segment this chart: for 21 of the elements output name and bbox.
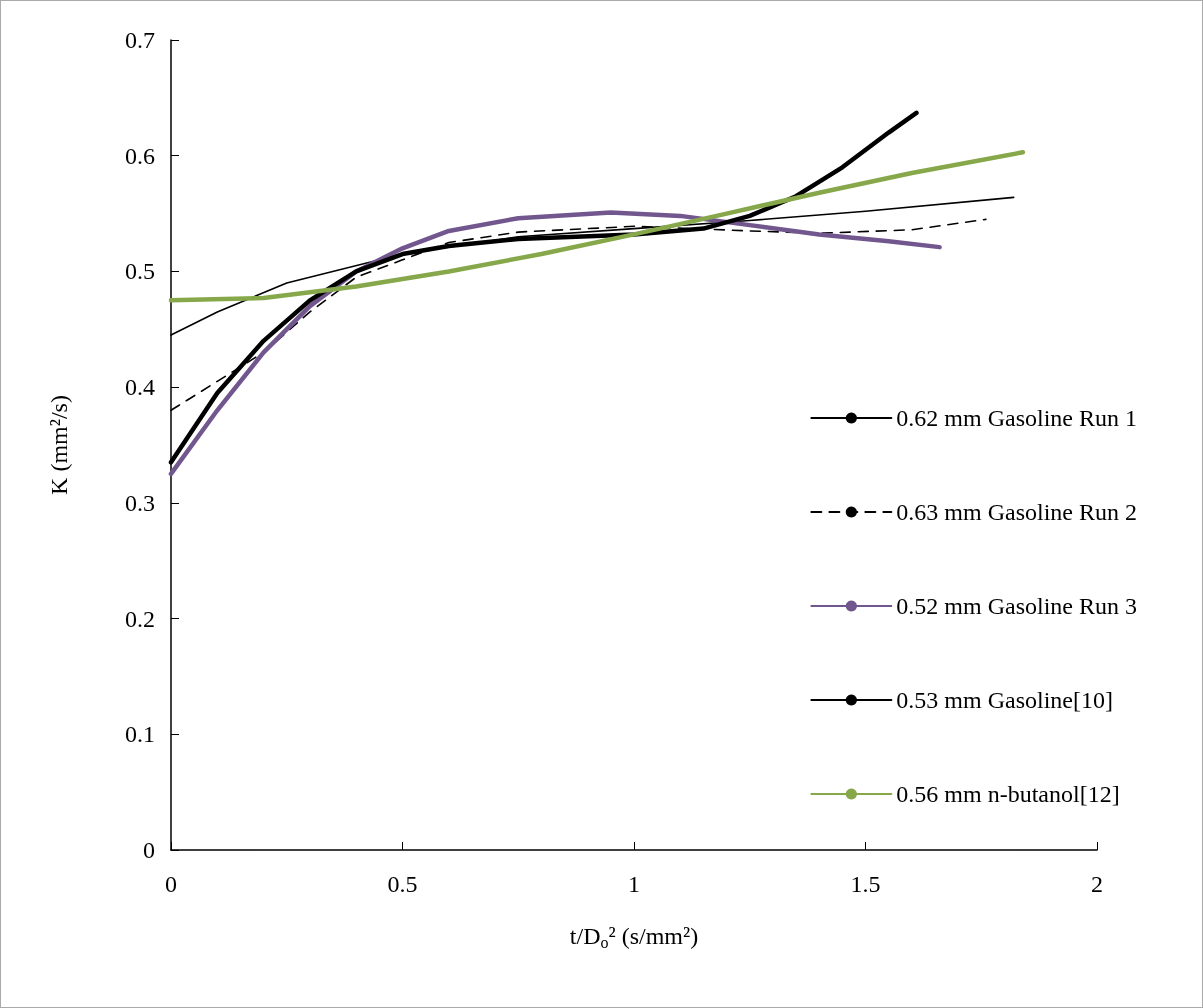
y-axis-title: K (mm²/s): [46, 395, 72, 495]
y-tick-label: 0.2: [125, 605, 155, 632]
x-tick-label: 2: [1091, 871, 1103, 897]
x-tick-label: 1: [628, 871, 640, 897]
legend-label: 0.53 mm Gasoline[10]: [896, 687, 1113, 713]
legend-label: 0.62 mm Gasoline Run 1: [896, 405, 1137, 431]
x-tick-label: 1.5: [850, 871, 881, 897]
y-tick-label: 0.7: [125, 27, 155, 53]
line-series: [168, 210, 942, 477]
y-tick-label: 0.3: [125, 489, 155, 516]
line-series: [168, 149, 1026, 303]
y-tick-label: 0.6: [125, 142, 155, 169]
y-tick-label: 0: [143, 837, 155, 863]
legend-label: 0.56 mm n-butanol[12]: [896, 781, 1120, 807]
x-tick-label: 0.5: [387, 871, 418, 897]
y-tick-label: 0.4: [125, 374, 155, 401]
y-tick-label: 0.1: [125, 721, 155, 748]
y-tick-label: 0.5: [125, 258, 155, 285]
x-tick-label: 0: [165, 871, 177, 897]
legend-label: 0.52 mm Gasoline Run 3: [896, 593, 1137, 619]
legend-label: 0.63 mm Gasoline Run 2: [896, 499, 1137, 525]
